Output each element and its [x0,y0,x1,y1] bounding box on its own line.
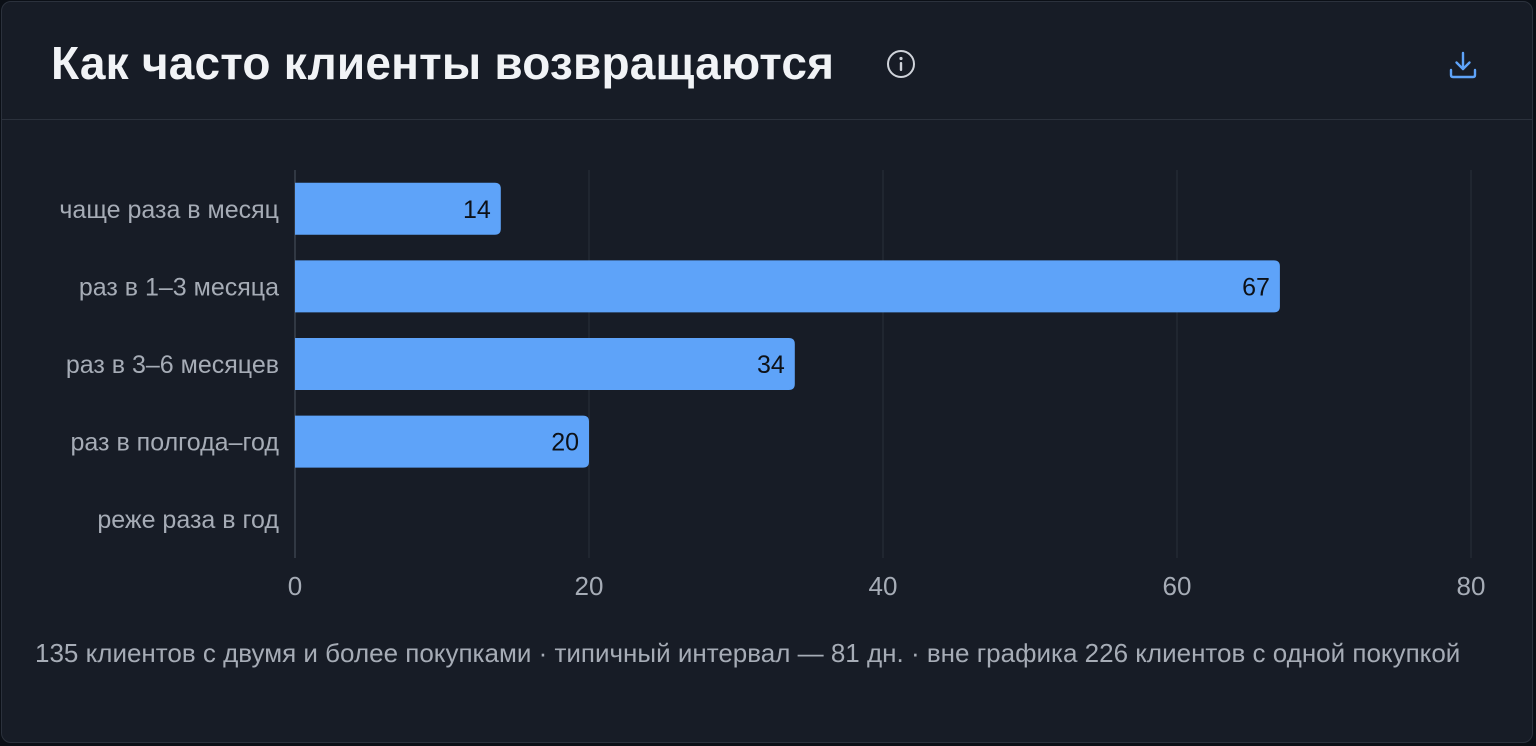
x-tick-label: 80 [1457,571,1486,601]
x-tick-label: 20 [575,571,604,601]
category-label: чаще раза в месяц [59,196,279,224]
bar[interactable] [295,182,501,235]
category-label: раз в 3–6 месяцев [66,351,279,379]
info-circle-icon[interactable] [886,49,916,79]
bar[interactable] [295,415,589,468]
x-tick-label: 40 [869,571,898,601]
category-label: раз в 1–3 месяца [79,273,279,301]
bar-value-label: 34 [757,351,785,379]
bar-value-label: 14 [463,196,491,224]
x-tick-label: 60 [1163,571,1192,601]
download-icon[interactable] [1446,48,1480,82]
category-label: раз в полгода–год [71,429,280,457]
bar[interactable] [295,260,1280,313]
x-tick-label: 0 [288,571,302,601]
bar-value-label: 20 [551,429,579,457]
bar-chart: 0 20 40 60 80 чаще раза в месяц 14 раз в 1–3 ме… [59,170,1486,601]
chart-title: Как часто клиенты возвращаются [51,37,835,89]
category-label: реже раза в год [97,506,279,534]
chart-footnote: 135 клиентов с двумя и более покупками ·… [35,638,1461,668]
bar-value-label: 67 [1242,273,1270,301]
card-header: Как часто клиенты возвращаются [2,2,1532,120]
bar[interactable] [295,338,795,390]
